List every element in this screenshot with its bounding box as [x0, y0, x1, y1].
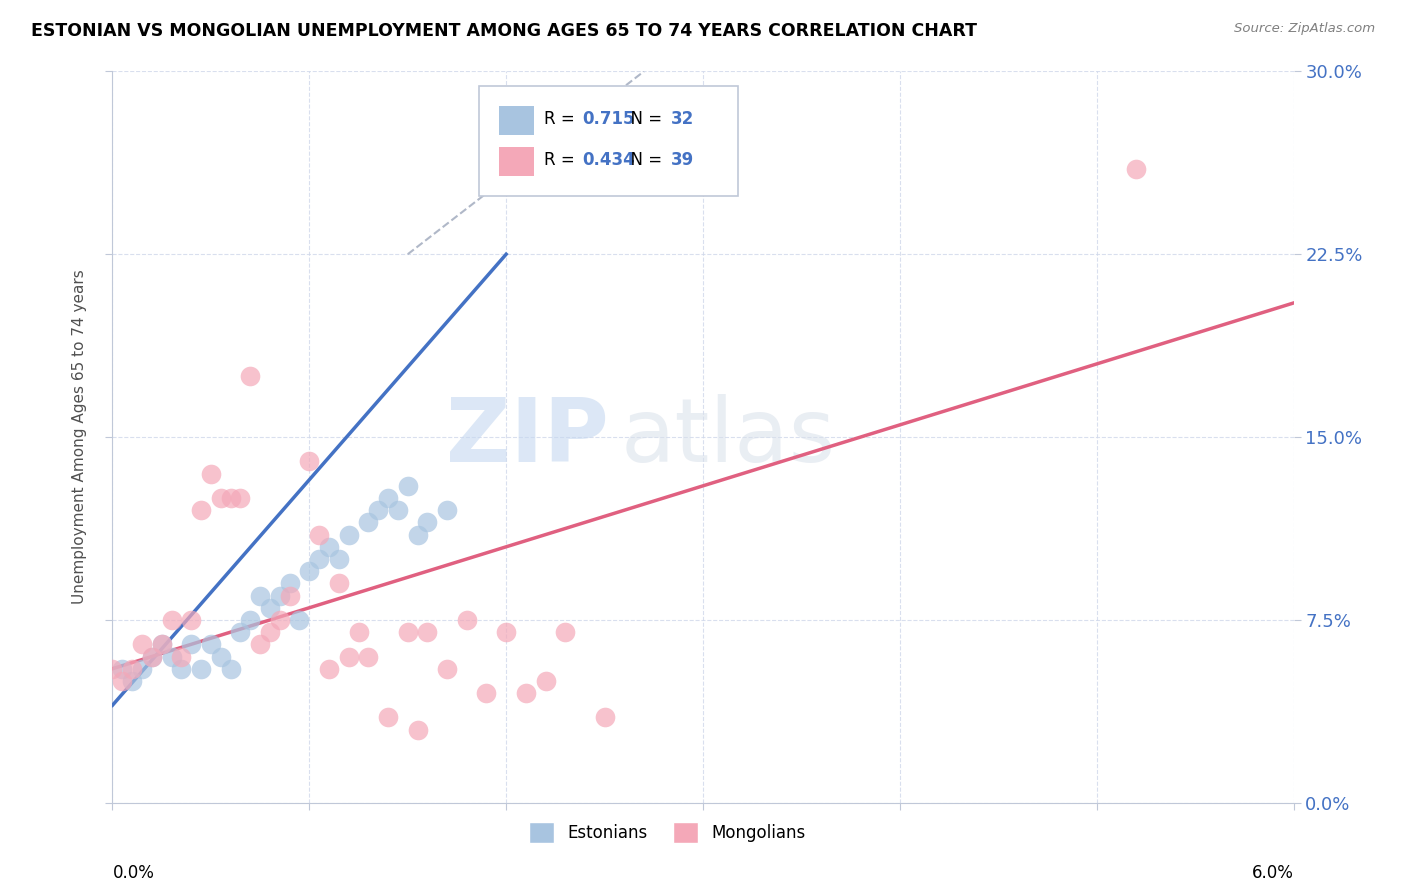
Point: [200, 637, 222, 651]
Point: [131, 662, 153, 676]
FancyBboxPatch shape: [478, 86, 738, 195]
Text: R =: R =: [544, 151, 579, 169]
Point: [416, 625, 439, 640]
Point: [554, 625, 576, 640]
Point: [593, 710, 616, 724]
Point: [515, 686, 537, 700]
Point: [298, 454, 321, 468]
Text: Source: ZipAtlas.com: Source: ZipAtlas.com: [1234, 22, 1375, 36]
Point: [396, 479, 419, 493]
Point: [337, 649, 360, 664]
Text: R =: R =: [544, 110, 579, 128]
Point: [406, 723, 429, 737]
Point: [219, 491, 242, 505]
Point: [259, 625, 281, 640]
Point: [180, 613, 202, 627]
Point: [357, 516, 380, 530]
Point: [416, 516, 439, 530]
Point: [406, 527, 429, 541]
Point: [328, 552, 350, 566]
Point: [111, 662, 134, 676]
Point: [170, 649, 193, 664]
Point: [101, 662, 124, 676]
Point: [150, 637, 173, 651]
Text: N =: N =: [620, 151, 668, 169]
Point: [308, 552, 330, 566]
Legend: Estonians, Mongolians: Estonians, Mongolians: [523, 815, 813, 849]
FancyBboxPatch shape: [499, 106, 534, 135]
Point: [436, 503, 458, 517]
Point: [141, 649, 163, 664]
Point: [387, 503, 409, 517]
Point: [121, 662, 143, 676]
Point: [190, 662, 212, 676]
Point: [367, 503, 389, 517]
Point: [111, 673, 134, 688]
Point: [495, 625, 517, 640]
Point: [200, 467, 222, 481]
Point: [170, 662, 193, 676]
Point: [239, 369, 262, 384]
Point: [298, 564, 321, 578]
Point: [1125, 161, 1147, 176]
Point: [288, 613, 311, 627]
Point: [141, 649, 163, 664]
Point: [436, 662, 458, 676]
Point: [337, 527, 360, 541]
Y-axis label: Unemployment Among Ages 65 to 74 years: Unemployment Among Ages 65 to 74 years: [72, 269, 87, 605]
Point: [150, 637, 173, 651]
Text: atlas: atlas: [620, 393, 835, 481]
Point: [269, 613, 291, 627]
Point: [209, 649, 232, 664]
Point: [456, 613, 478, 627]
Point: [229, 491, 252, 505]
Point: [308, 527, 330, 541]
Point: [239, 613, 262, 627]
Point: [229, 625, 252, 640]
Point: [180, 637, 202, 651]
Text: 0.715: 0.715: [582, 110, 636, 128]
Text: 0.434: 0.434: [582, 151, 636, 169]
Point: [347, 625, 370, 640]
Point: [160, 649, 183, 664]
Text: N =: N =: [620, 110, 668, 128]
Point: [131, 637, 153, 651]
Point: [278, 589, 301, 603]
Point: [534, 673, 557, 688]
Text: ESTONIAN VS MONGOLIAN UNEMPLOYMENT AMONG AGES 65 TO 74 YEARS CORRELATION CHART: ESTONIAN VS MONGOLIAN UNEMPLOYMENT AMONG…: [31, 22, 977, 40]
Point: [269, 589, 291, 603]
Point: [278, 576, 301, 591]
Point: [160, 613, 183, 627]
FancyBboxPatch shape: [499, 146, 534, 176]
Text: 32: 32: [671, 110, 695, 128]
Point: [318, 540, 340, 554]
Point: [396, 625, 419, 640]
Point: [357, 649, 380, 664]
Text: 0.0%: 0.0%: [112, 863, 155, 882]
Point: [249, 637, 271, 651]
Text: 6.0%: 6.0%: [1251, 863, 1294, 882]
Point: [249, 589, 271, 603]
Text: 39: 39: [671, 151, 695, 169]
Point: [475, 686, 498, 700]
Point: [209, 491, 232, 505]
Point: [328, 576, 350, 591]
Point: [121, 673, 143, 688]
Point: [259, 600, 281, 615]
Point: [318, 662, 340, 676]
Point: [190, 503, 212, 517]
Text: ZIP: ZIP: [446, 393, 609, 481]
Point: [377, 710, 399, 724]
Point: [377, 491, 399, 505]
Point: [219, 662, 242, 676]
